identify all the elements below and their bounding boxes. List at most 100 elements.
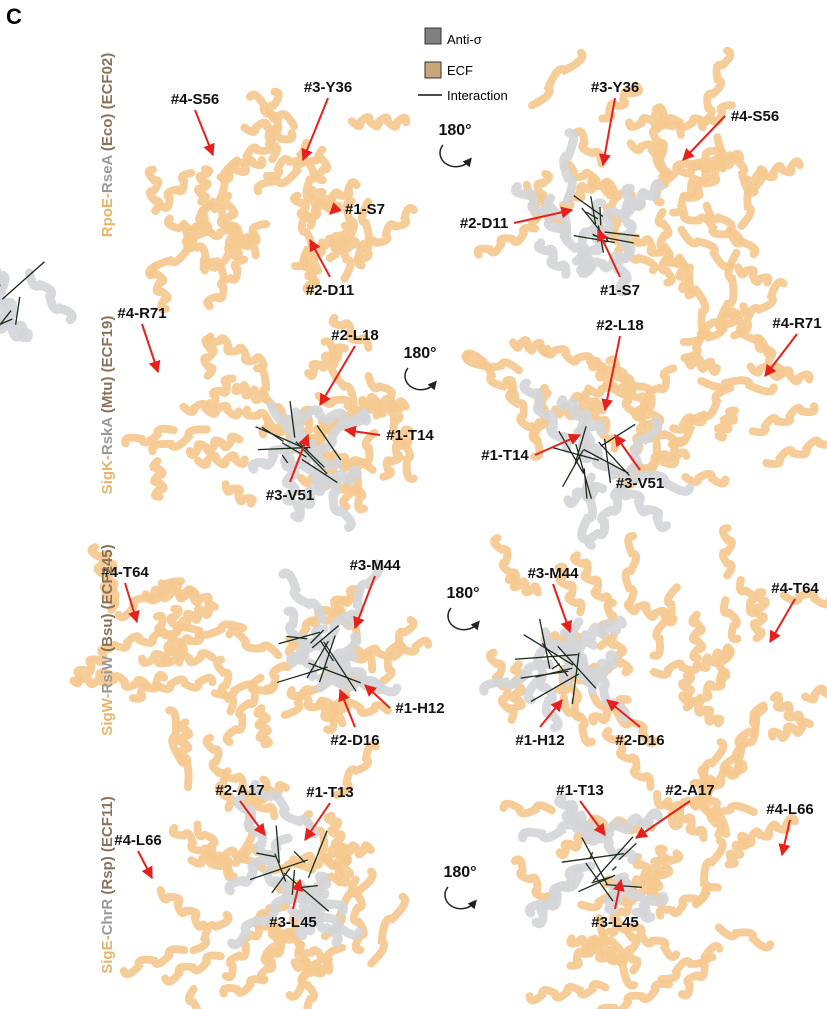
helix — [352, 117, 407, 127]
helix — [198, 169, 209, 201]
helix — [152, 266, 167, 309]
pointer-arrow — [138, 851, 152, 878]
residue-label: #1-T14 — [386, 427, 434, 444]
residue-label: #3-Y36 — [304, 79, 352, 96]
residue-label: #4-R71 — [772, 315, 821, 332]
residue-label: #3-M44 — [350, 557, 402, 574]
interaction-line — [600, 207, 601, 225]
helix — [753, 406, 815, 432]
helix — [153, 461, 163, 497]
helix — [318, 150, 327, 181]
helix — [701, 380, 773, 391]
helix — [223, 979, 264, 993]
residue-label: #4-L66 — [114, 832, 162, 849]
helix — [576, 131, 602, 163]
rotation-arrow — [440, 145, 469, 167]
residue-label: #1-T13 — [306, 784, 354, 801]
rotation-arrow — [405, 368, 434, 390]
figure-canvas: C Anti-σ ECF Interaction #4-S56#3-Y36#1-… — [0, 0, 827, 1009]
residue-label: #1-S7 — [600, 282, 640, 299]
row-label-part: ChrR — [99, 899, 116, 936]
panel-label: C — [6, 4, 22, 29]
helix — [740, 580, 756, 613]
row-label: SigW-RsiW (Bsu) (ECF245) — [99, 544, 116, 735]
residue-label: #3-M44 — [528, 565, 580, 582]
rotation-label: 180° — [403, 345, 436, 362]
rotation-label: 180° — [446, 585, 479, 602]
helix — [747, 161, 799, 182]
helix — [626, 536, 636, 606]
helix — [688, 697, 720, 724]
residue-label: #2-D16 — [615, 732, 664, 749]
helix — [210, 379, 233, 406]
helix — [149, 170, 160, 212]
figure: C Anti-σ ECF Interaction #4-S56#3-Y36#1-… — [0, 0, 827, 1009]
helix — [692, 615, 702, 658]
helix — [685, 474, 725, 484]
residue-label: #4-S56 — [731, 108, 779, 125]
helix — [523, 825, 581, 838]
helix — [294, 856, 347, 867]
helix — [766, 439, 827, 464]
residue-label: #2-A17 — [665, 782, 714, 799]
helix — [114, 632, 165, 648]
row-label-part: (Rsp) (ECF11) — [99, 796, 116, 899]
helix — [623, 188, 634, 259]
pointer-arrow — [770, 599, 795, 642]
residue-label: #2-A17 — [215, 782, 264, 799]
helix — [183, 604, 215, 624]
helix — [504, 804, 552, 814]
helix — [654, 664, 697, 675]
rotation-arrow — [445, 887, 474, 909]
helix — [681, 154, 740, 174]
residue-label: #3-V51 — [616, 475, 664, 492]
helix — [772, 722, 810, 738]
legend-swatch — [425, 62, 441, 78]
residue-label: #2-D11 — [460, 215, 508, 232]
helix — [719, 928, 770, 948]
legend-label: ECF — [447, 63, 473, 78]
helix — [161, 890, 204, 927]
row-label: SigK-RskA (Mtu) (ECF19) — [99, 316, 116, 495]
helix — [738, 267, 768, 282]
rotation-label: 180° — [443, 864, 476, 881]
helix — [515, 859, 553, 906]
residue-label: #3-L45 — [269, 914, 317, 931]
residue-label: #3-L45 — [591, 914, 639, 931]
rotation-label: 180° — [438, 122, 471, 139]
row-label-part: (Mtu) (ECF19) — [99, 316, 116, 418]
row-label-part: (Bsu) (ECF245) — [99, 544, 116, 656]
rotation-arrow — [448, 608, 477, 630]
residue-label: #4-S56 — [171, 91, 219, 108]
helix — [532, 53, 582, 106]
helix — [245, 123, 279, 132]
residue-label: #3-V51 — [266, 487, 314, 504]
residue-label: #2-D11 — [306, 282, 354, 299]
pointer-arrow — [142, 324, 158, 372]
helix — [513, 340, 547, 353]
residue-label: #4-R71 — [117, 305, 166, 322]
helix — [188, 989, 198, 1009]
helix — [198, 455, 245, 465]
helix — [162, 173, 191, 208]
helix — [538, 243, 566, 275]
legend-swatch — [425, 28, 441, 44]
helix — [226, 484, 253, 503]
row-label-part: RskA — [99, 417, 116, 456]
helix — [146, 589, 196, 598]
helix — [540, 674, 558, 727]
residue-label: #1-S7 — [345, 201, 385, 218]
residue-label: #1-T13 — [556, 782, 604, 799]
helix — [688, 359, 717, 372]
helix — [257, 708, 269, 744]
helix — [582, 477, 593, 539]
residue-label: #1-T14 — [481, 447, 529, 464]
residue-label: #3-Y36 — [591, 79, 639, 96]
helix — [718, 411, 735, 438]
helix — [217, 660, 233, 712]
helix — [654, 587, 677, 656]
residue-label: #1-H12 — [395, 700, 444, 717]
helix — [530, 984, 606, 1000]
helix — [29, 273, 72, 320]
helix — [165, 956, 220, 982]
